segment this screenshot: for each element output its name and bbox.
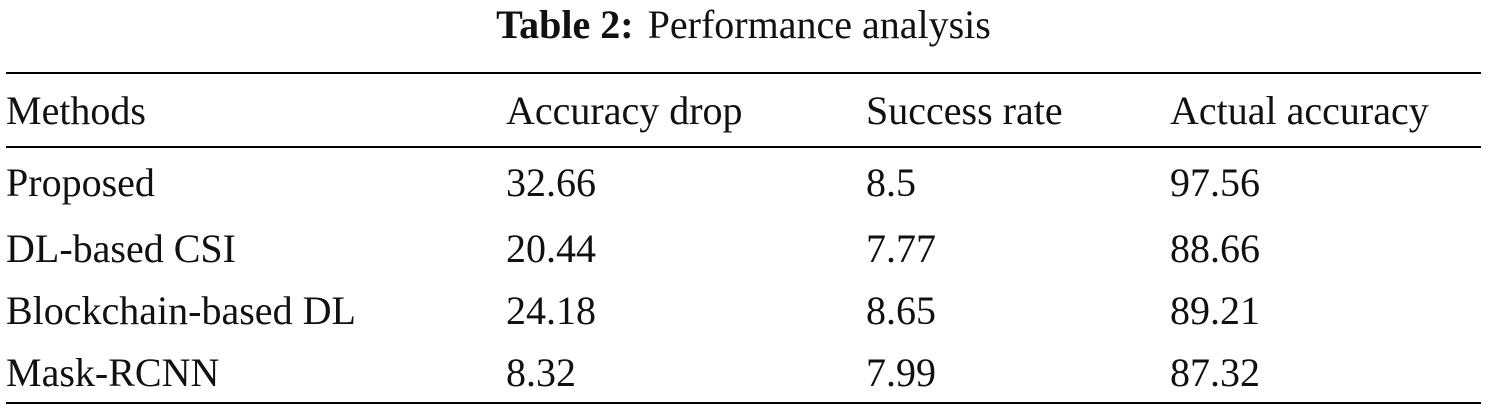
cell-actual-accuracy: 88.66 — [1170, 225, 1260, 271]
cell-accuracy-drop: 24.18 — [506, 287, 596, 333]
table-number: Table 2: — [496, 2, 634, 47]
header-rule — [6, 146, 1481, 148]
bottom-rule — [6, 402, 1481, 404]
header-methods: Methods — [6, 88, 146, 133]
table-row: DL-based CSI 20.44 7.77 88.66 — [6, 217, 1481, 279]
table-title: Performance analysis — [647, 2, 991, 47]
cell-accuracy-drop: 20.44 — [506, 225, 596, 271]
header-row: Methods Accuracy drop Success rate Actua… — [6, 74, 1481, 147]
header-accuracy-drop: Accuracy drop — [506, 88, 743, 133]
cell-success-rate: 7.77 — [866, 225, 936, 271]
cell-actual-accuracy: 97.56 — [1170, 159, 1260, 205]
performance-table: Methods Accuracy drop Success rate Actua… — [6, 74, 1481, 403]
cell-method: DL-based CSI — [6, 225, 236, 271]
table-row: Mask-RCNN 8.32 7.99 87.32 — [6, 341, 1481, 403]
top-rule — [6, 72, 1481, 74]
cell-method: Proposed — [6, 159, 155, 205]
table-caption: Table 2: Performance analysis — [0, 0, 1487, 50]
cell-actual-accuracy: 87.32 — [1170, 349, 1260, 395]
cell-accuracy-drop: 32.66 — [506, 159, 596, 205]
cell-accuracy-drop: 8.32 — [506, 349, 576, 395]
cell-actual-accuracy: 89.21 — [1170, 287, 1260, 333]
table-row: Blockchain-based DL 24.18 8.65 89.21 — [6, 279, 1481, 341]
cell-method: Mask-RCNN — [6, 349, 220, 395]
header-success-rate: Success rate — [866, 88, 1063, 133]
header-actual-accuracy: Actual accuracy — [1170, 88, 1429, 133]
cell-success-rate: 8.5 — [866, 159, 916, 205]
cell-success-rate: 7.99 — [866, 349, 936, 395]
table-row: Proposed 32.66 8.5 97.56 — [6, 147, 1481, 217]
cell-method: Blockchain-based DL — [6, 287, 356, 333]
cell-success-rate: 8.65 — [866, 287, 936, 333]
